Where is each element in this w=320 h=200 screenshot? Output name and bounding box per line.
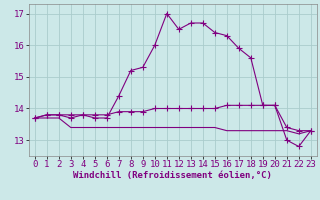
X-axis label: Windchill (Refroidissement éolien,°C): Windchill (Refroidissement éolien,°C) <box>73 171 272 180</box>
